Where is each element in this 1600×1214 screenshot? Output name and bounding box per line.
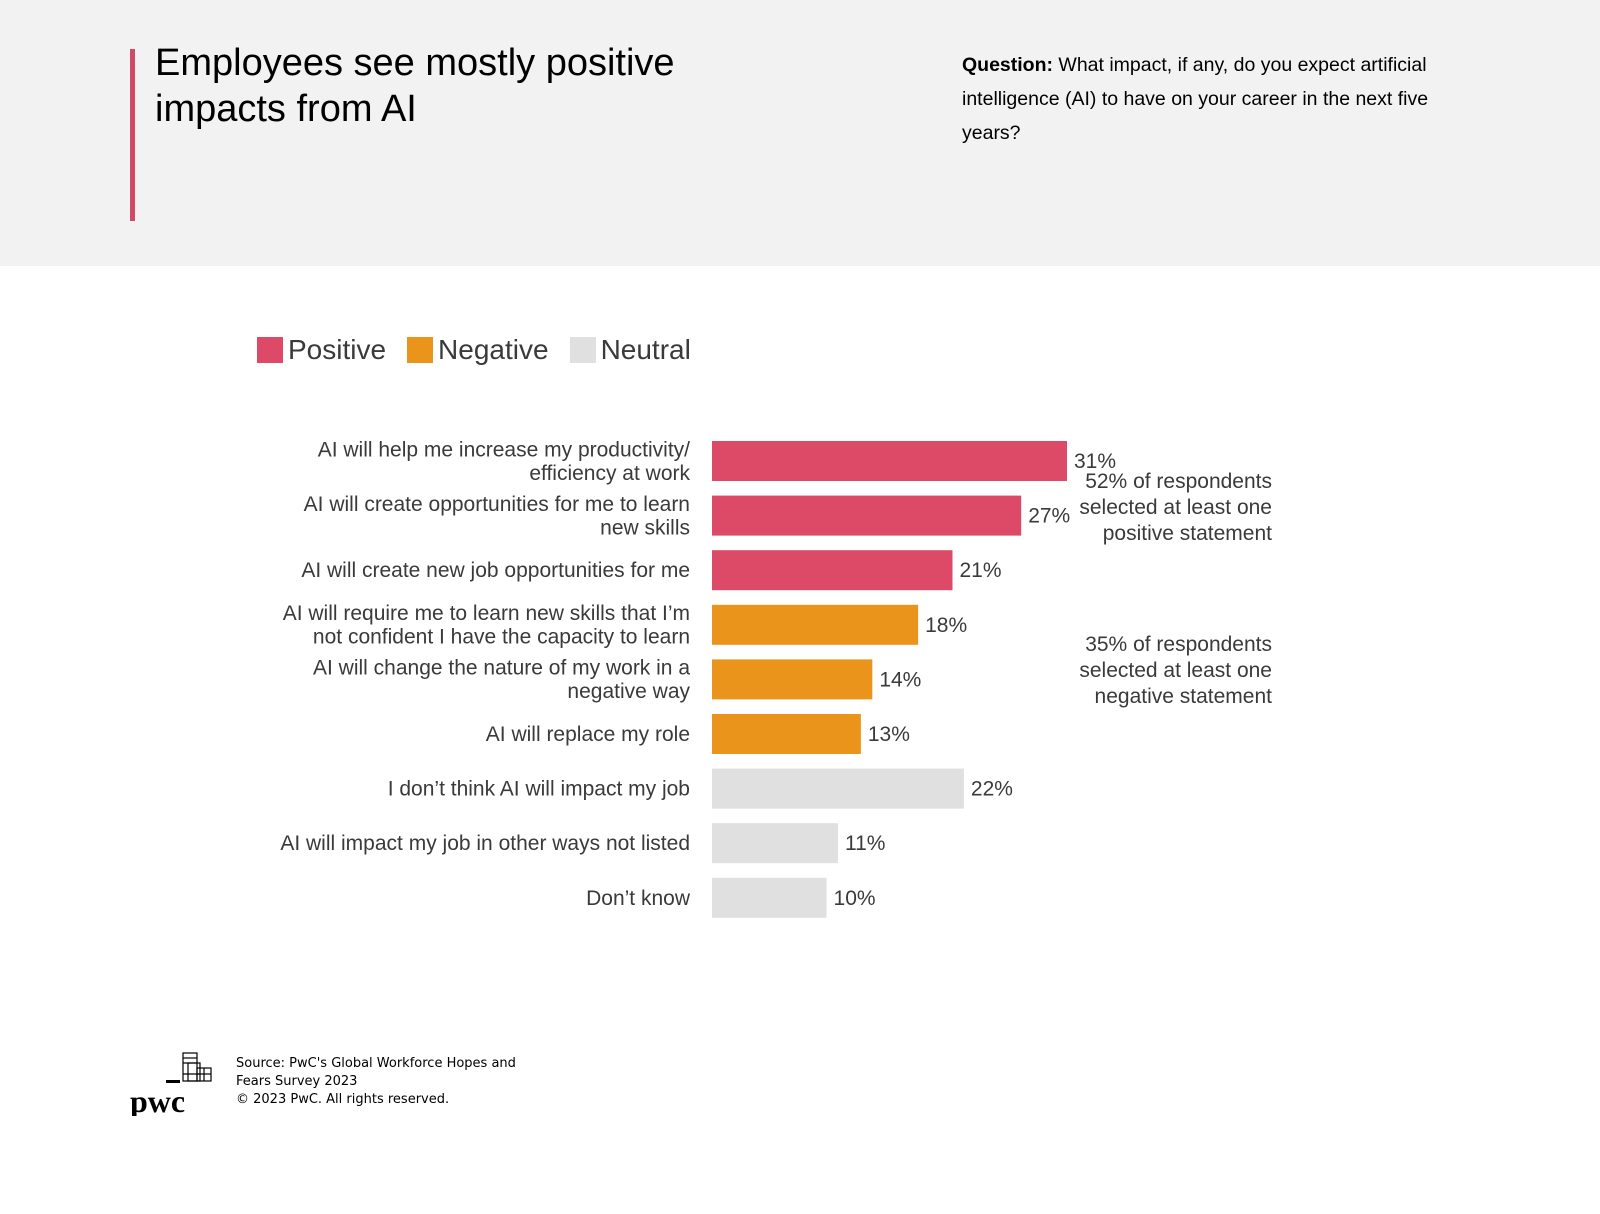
category-label-9: Don’t know bbox=[586, 887, 691, 910]
page-title: Employees see mostly positive impacts fr… bbox=[155, 40, 775, 132]
source-line-2: Fears Survey 2023 bbox=[236, 1074, 358, 1089]
bar-9 bbox=[712, 877, 827, 918]
category-label-1-line-2: efficiency at work bbox=[529, 462, 690, 485]
value-label-3: 21% bbox=[959, 559, 1001, 582]
copyright: © 2023 PwC. All rights reserved. bbox=[236, 1092, 450, 1107]
bar-5 bbox=[712, 659, 873, 700]
bar-chart: 31% AI will help me increase my productiv… bbox=[280, 438, 1273, 918]
annotation-negative-line-1: 35% of respondents bbox=[1085, 633, 1272, 656]
category-label-2-line-1: AI will create opportunities for me to l… bbox=[304, 493, 690, 516]
value-label-5: 14% bbox=[879, 668, 921, 691]
category-label-1-line-1: AI will help me increase my productivity… bbox=[318, 438, 690, 461]
value-label-6: 13% bbox=[868, 723, 910, 746]
category-label-7: I don’t think AI will impact my job bbox=[388, 778, 690, 801]
bar-1 bbox=[712, 441, 1067, 481]
legend-item-positive: Positive bbox=[257, 334, 386, 366]
bar-3 bbox=[712, 550, 953, 591]
bar-2 bbox=[712, 495, 1022, 536]
chart-legend: Positive Negative Neutral bbox=[257, 330, 712, 370]
legend-swatch-neutral bbox=[569, 337, 596, 363]
annotation-negative-line-3: negative statement bbox=[1095, 685, 1273, 708]
category-label-2-line-2: new skills bbox=[600, 516, 690, 539]
annotation-positive-line-1: 52% of respondents bbox=[1085, 470, 1272, 493]
value-label-2: 27% bbox=[1028, 505, 1070, 528]
title-line-1: Employees see mostly positive bbox=[155, 42, 675, 84]
legend-swatch-negative bbox=[407, 337, 434, 363]
value-label-1: 31% bbox=[1074, 450, 1116, 473]
category-label-3: AI will create new job opportunities for… bbox=[301, 559, 690, 582]
footer-source: Source: PwC's Global Workforce Hopes and… bbox=[236, 1055, 516, 1109]
bar-8 bbox=[712, 823, 838, 864]
category-label-4-line-2: not confident I have the capacity to lea… bbox=[313, 626, 690, 649]
question-text: What impact, if any, do you expect artif… bbox=[962, 54, 1429, 144]
category-label-5-line-1: AI will change the nature of my work in … bbox=[313, 657, 690, 680]
legend-label-positive: Positive bbox=[288, 334, 387, 365]
pwc-logo-dash bbox=[166, 1080, 180, 1083]
pwc-logo-text: pwc bbox=[130, 1083, 185, 1116]
title-line-2: impacts from AI bbox=[155, 88, 417, 130]
legend-swatch-positive bbox=[257, 337, 283, 363]
pwc-logo: pwc bbox=[130, 1052, 212, 1116]
header-panel: Employees see mostly positive impacts fr… bbox=[0, 0, 1600, 266]
bar-4 bbox=[712, 604, 919, 645]
legend-item-neutral: Neutral bbox=[569, 334, 691, 366]
value-label-7: 22% bbox=[971, 778, 1013, 801]
annotation-positive-line-2: selected at least one bbox=[1079, 496, 1272, 519]
value-label-4: 18% bbox=[925, 614, 967, 637]
category-label-5-line-2: negative way bbox=[567, 680, 690, 703]
category-label-6: AI will replace my role bbox=[486, 723, 690, 746]
value-label-9: 10% bbox=[834, 887, 876, 910]
title-accent-bar bbox=[130, 49, 135, 221]
category-label-4-line-1: AI will require me to learn new skills t… bbox=[283, 602, 690, 625]
legend-label-neutral: Neutral bbox=[600, 334, 691, 365]
legend-label-negative: Negative bbox=[438, 334, 549, 365]
question-label: Question: bbox=[962, 54, 1053, 76]
value-label-8: 11% bbox=[845, 832, 885, 855]
category-label-8: AI will impact my job in other ways not … bbox=[280, 832, 690, 855]
pwc-logo-mark bbox=[182, 1052, 212, 1082]
survey-question: Question: What impact, if any, do you ex… bbox=[962, 48, 1432, 150]
annotation-negative-line-2: selected at least one bbox=[1079, 659, 1272, 682]
annotation-positive-line-3: positive statement bbox=[1103, 522, 1272, 545]
legend-item-negative: Negative bbox=[407, 334, 549, 366]
source-line-1: Source: PwC's Global Workforce Hopes and bbox=[236, 1056, 516, 1071]
bar-7 bbox=[712, 768, 964, 809]
bar-6 bbox=[712, 714, 861, 754]
